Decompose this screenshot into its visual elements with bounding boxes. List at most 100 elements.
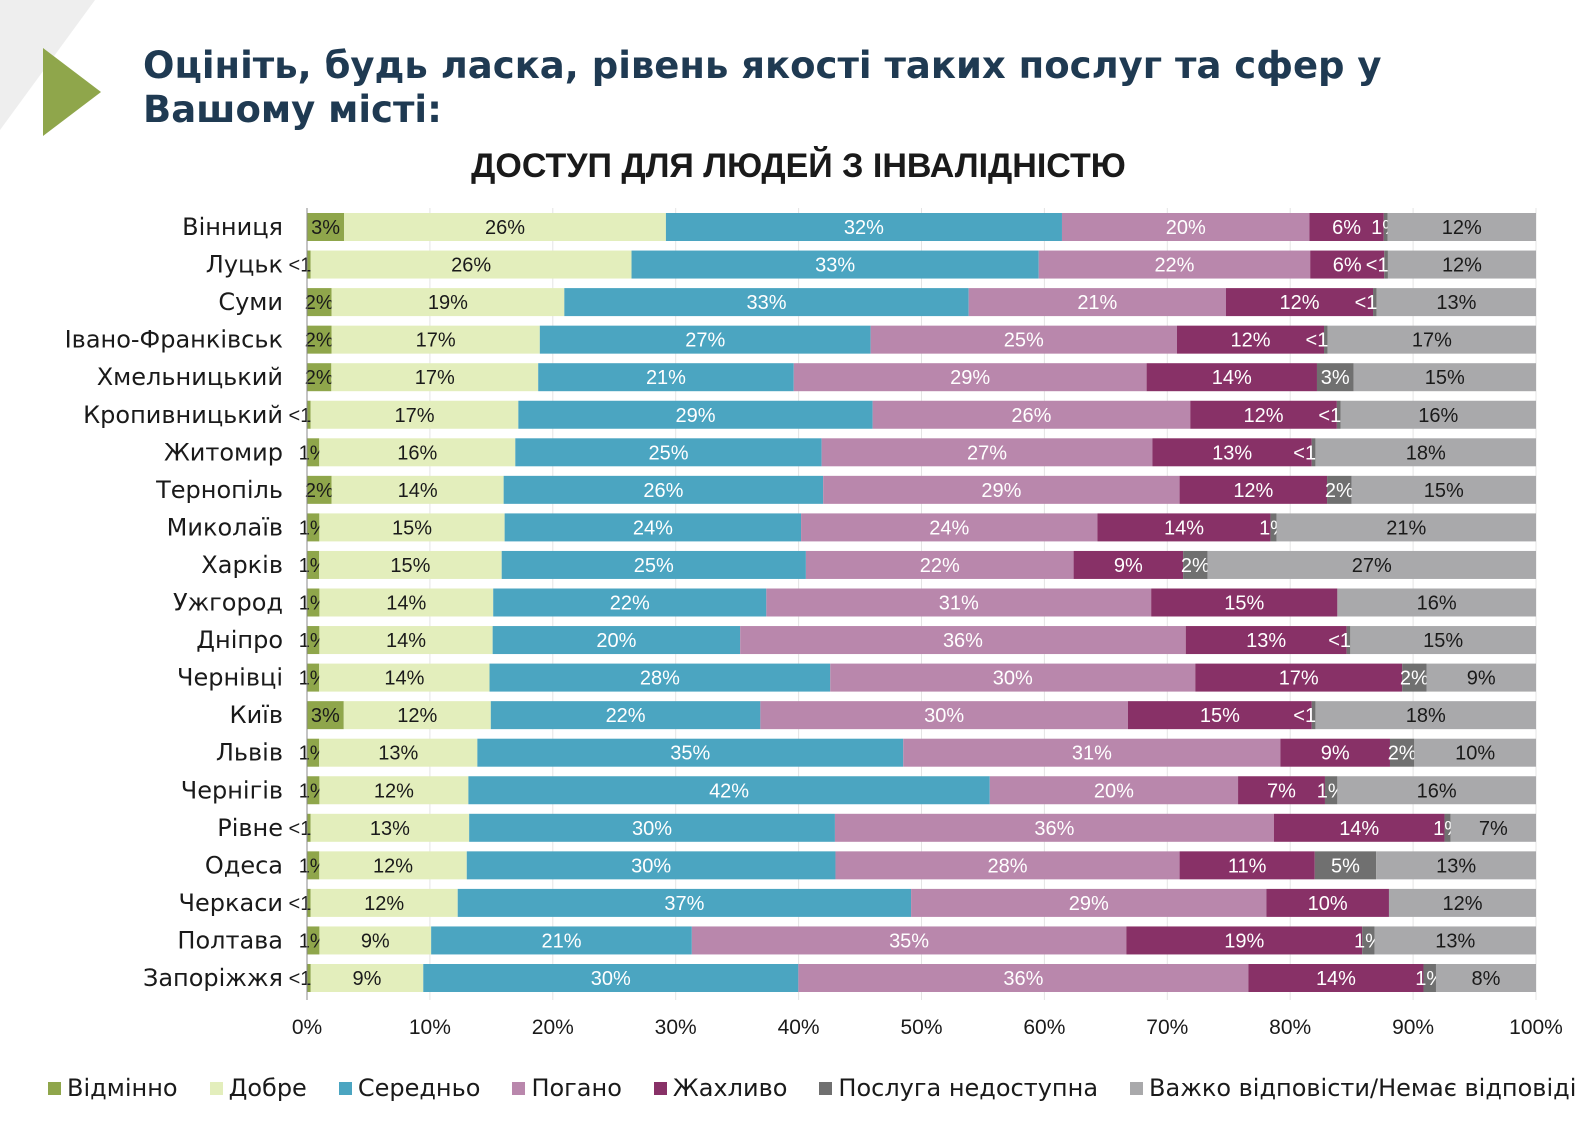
- category-label: Харків: [201, 551, 283, 579]
- data-label: 36%: [1003, 968, 1043, 990]
- data-label: 26%: [485, 217, 525, 239]
- legend-swatch: [512, 1081, 526, 1095]
- bar-segment: [834, 813, 1274, 842]
- bar-segment: [801, 513, 1098, 542]
- bar-segment: [830, 663, 1196, 692]
- bar-segment: [1126, 926, 1363, 955]
- bar-segment: [310, 400, 519, 429]
- bar-segment: [423, 964, 799, 992]
- category-label: Суми: [218, 288, 283, 316]
- data-label: 14%: [1164, 517, 1204, 539]
- data-label: 15%: [1200, 705, 1240, 727]
- bar-segment: [1207, 550, 1536, 579]
- bar-segment: [1151, 588, 1338, 617]
- bar-segment: [1179, 851, 1315, 880]
- chart-legend: Відмінно Добре Середньо Погано Жахливо Послуг…: [48, 1074, 1576, 1102]
- legend-label: Важко відповісти/Немає відповіді: [1149, 1074, 1577, 1102]
- bar-segment: [1061, 213, 1310, 241]
- data-label: 3%: [311, 705, 340, 727]
- bar-segment: [310, 888, 458, 917]
- bar-segment: [307, 250, 311, 279]
- bar-segment: [1423, 964, 1436, 992]
- category-label: Полтава: [177, 926, 283, 954]
- data-label: 17%: [415, 367, 455, 389]
- data-label: 13%: [378, 743, 418, 765]
- data-label: 25%: [1004, 330, 1044, 352]
- bar-segment: [1270, 513, 1277, 542]
- legend-label: Добре: [228, 1074, 307, 1102]
- data-label: 9%: [353, 968, 382, 990]
- data-label: 30%: [993, 668, 1033, 690]
- data-label: 10%: [1308, 893, 1348, 915]
- data-label: 14%: [384, 668, 424, 690]
- bar-segment: [492, 626, 741, 655]
- bar-segment: [872, 400, 1191, 429]
- bar-segment: [307, 400, 311, 429]
- bar-segment: [1373, 288, 1377, 317]
- data-label: 42%: [709, 780, 749, 802]
- category-label: Івано-Франківськ: [65, 326, 283, 354]
- data-label: 20%: [1166, 217, 1206, 239]
- bar-segment: [1340, 400, 1536, 429]
- bar-segment: [1383, 213, 1388, 241]
- bar-segment: [307, 550, 320, 579]
- data-label: 15%: [1423, 630, 1463, 652]
- bar-segment: [1311, 701, 1316, 730]
- bar-segment: [307, 964, 311, 992]
- bar-segment: [1316, 363, 1354, 392]
- data-label: 15%: [390, 555, 430, 577]
- bar-segment: [1374, 926, 1536, 955]
- data-label: 27%: [685, 330, 725, 352]
- bar-segment: [1127, 701, 1312, 730]
- bar-segment: [1435, 964, 1536, 992]
- bar-segment: [307, 438, 320, 467]
- bar-segment: [835, 851, 1180, 880]
- bar-segment: [1314, 851, 1377, 880]
- data-label: 15%: [392, 517, 432, 539]
- bar-segment: [1362, 926, 1375, 955]
- bar-segment: [307, 288, 332, 317]
- bar-segment: [344, 213, 666, 241]
- bar-segment: [1195, 663, 1403, 692]
- data-label: 9%: [361, 930, 390, 952]
- data-label: 27%: [967, 442, 1007, 464]
- bar-segment: [307, 588, 320, 617]
- category-label: Луцьк: [206, 251, 283, 279]
- data-label: 31%: [1072, 743, 1112, 765]
- bar-segment: [331, 475, 504, 504]
- data-label: 2%: [305, 480, 334, 502]
- bar-segment: [307, 626, 320, 655]
- stacked-bar-chart: 3% 26% 32% 20% 6% 1% 12%Вінниця<1% 26% 33% 22% 6% <…: [65, 208, 1563, 1039]
- bar-segment: [1152, 438, 1312, 467]
- bar-segment: [307, 513, 320, 542]
- data-label: 20%: [1094, 780, 1134, 802]
- data-label: 12%: [397, 705, 437, 727]
- bar-segment: [319, 663, 490, 692]
- bar-segment: [1179, 475, 1328, 504]
- data-label: 24%: [633, 517, 673, 539]
- legend-swatch: [338, 1081, 352, 1095]
- data-label: 3%: [1321, 367, 1350, 389]
- bar-segment: [1273, 813, 1445, 842]
- data-label: 3%: [311, 217, 340, 239]
- data-label: 13%: [1246, 630, 1286, 652]
- bar-segment: [307, 213, 345, 241]
- data-label: 7%: [1479, 818, 1508, 840]
- bar-segment: [1073, 550, 1184, 579]
- bar-segment: [1276, 513, 1536, 542]
- data-label: 8%: [1472, 968, 1501, 990]
- data-label: 5%: [1331, 855, 1360, 877]
- data-label: 29%: [950, 367, 990, 389]
- legend-label: Жахливо: [672, 1074, 788, 1102]
- bar-segment: [307, 926, 320, 955]
- data-label: 12%: [1244, 405, 1284, 427]
- category-label: Львів: [216, 739, 283, 767]
- category-label: Рівне: [217, 814, 283, 842]
- data-label: 24%: [929, 517, 969, 539]
- category-label: Кропивницький: [83, 401, 283, 429]
- bar-segment: [1310, 250, 1385, 279]
- data-label: 16%: [1418, 405, 1458, 427]
- bar-segment: [489, 663, 831, 692]
- data-label: 21%: [1077, 292, 1117, 314]
- legend-item: Послуга недоступна: [819, 1074, 1098, 1102]
